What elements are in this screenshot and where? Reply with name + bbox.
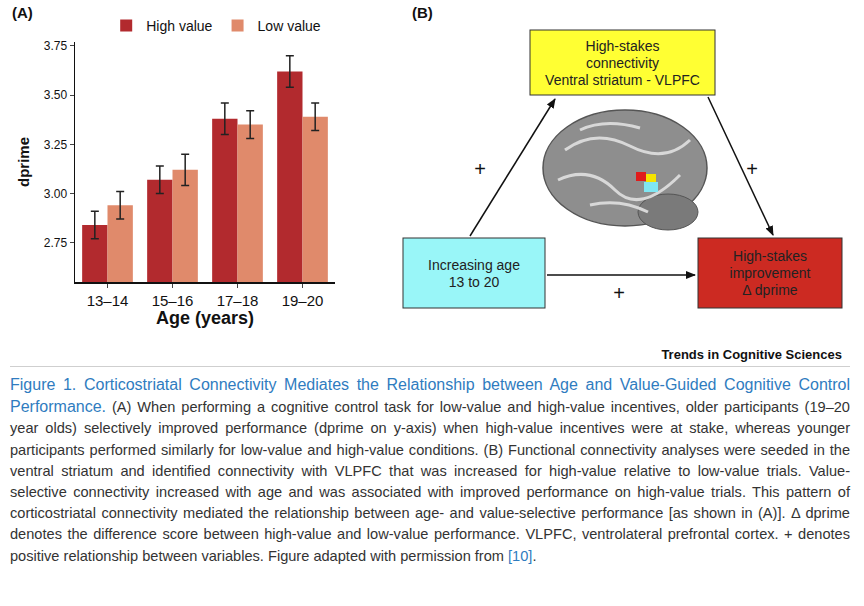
svg-text:connectivity: connectivity [586,55,659,71]
svg-text:Age (years): Age (years) [156,309,254,329]
svg-text:Δ dprime: Δ dprime [742,282,797,298]
html-text:(B): (B) [412,4,433,21]
svg-text:+: + [746,158,758,180]
svg-text:2.75: 2.75 [44,236,68,250]
svg-text:High-stakes: High-stakes [733,248,807,264]
svg-text:+: + [474,158,486,180]
svg-text:17–18: 17–18 [217,292,259,309]
svg-text:13–14: 13–14 [87,292,129,309]
svg-text:13 to 20: 13 to 20 [449,274,500,290]
html-text:Figure 1. Corticostriatal Conn: Figure 1. Corticostriatal Connectivity M… [10,376,850,564]
svg-text:Increasing age: Increasing age [428,257,520,273]
svg-text:3.50: 3.50 [44,88,68,102]
svg-text:3.25: 3.25 [44,138,68,152]
svg-text:3.00: 3.00 [44,187,68,201]
svg-text:dprime: dprime [15,137,32,187]
html-text:Trends in Cognitive Sciences: Trends in Cognitive Sciences [661,347,842,362]
svg-text:High value: High value [146,18,212,34]
svg-text:15–16: 15–16 [152,292,194,309]
svg-text:19–20: 19–20 [282,292,324,309]
svg-text:improvement: improvement [730,265,811,281]
svg-text:+: + [613,282,625,304]
svg-text:Ventral striatum - VLPFC: Ventral striatum - VLPFC [545,72,700,88]
svg-text:Low value: Low value [258,18,321,34]
svg-text:3.75: 3.75 [44,39,68,53]
html-text:(A): (A) [12,4,33,21]
svg-text:High-stakes: High-stakes [586,38,660,54]
